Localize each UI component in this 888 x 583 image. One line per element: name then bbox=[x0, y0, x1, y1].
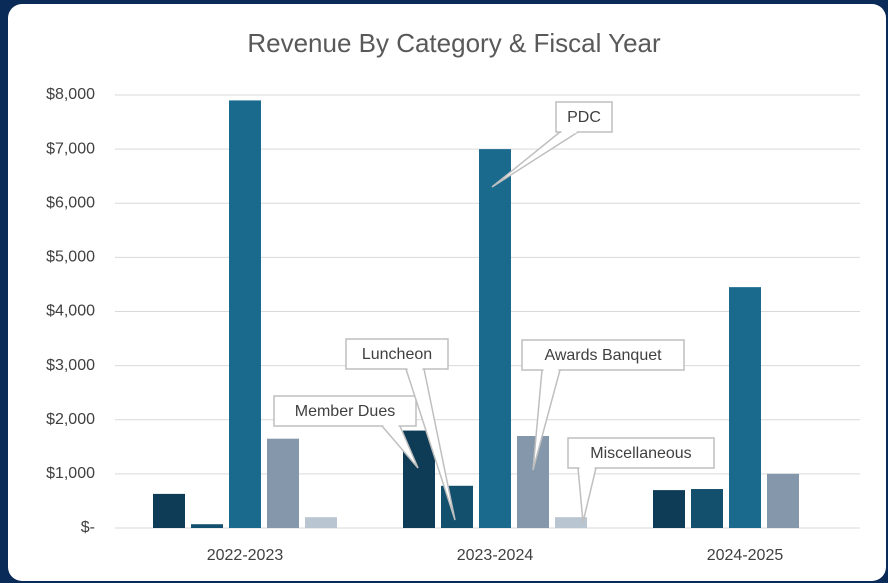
y-tick-label: $8,000 bbox=[46, 86, 95, 103]
callout-label: Awards Banquet bbox=[544, 347, 662, 364]
y-tick-label: $1,000 bbox=[46, 465, 95, 482]
chart-title: Revenue By Category & Fiscal Year bbox=[247, 28, 661, 58]
bar bbox=[555, 517, 587, 528]
x-tick-label: 2023-2024 bbox=[457, 547, 534, 564]
callout-box bbox=[555, 101, 613, 133]
bar bbox=[229, 100, 261, 528]
bar bbox=[267, 438, 299, 528]
bar bbox=[479, 149, 511, 528]
callout-label: Luncheon bbox=[362, 346, 432, 363]
y-tick-label: $7,000 bbox=[46, 140, 95, 157]
bar bbox=[153, 493, 185, 528]
y-tick-label: $5,000 bbox=[46, 249, 95, 266]
y-tick-label: $3,000 bbox=[46, 357, 95, 374]
x-tick-label: 2022-2023 bbox=[207, 547, 284, 564]
x-tick-label: 2024-2025 bbox=[707, 547, 784, 564]
callout-label: PDC bbox=[567, 109, 601, 126]
bar bbox=[517, 435, 549, 528]
bar bbox=[691, 489, 723, 528]
bar bbox=[767, 473, 799, 528]
y-tick-label: $4,000 bbox=[46, 303, 95, 320]
callout-label: Miscellaneous bbox=[590, 445, 691, 462]
callout-label: Member Dues bbox=[295, 403, 395, 420]
callout-box bbox=[345, 338, 449, 370]
bar bbox=[729, 287, 761, 528]
callout-box bbox=[567, 437, 715, 469]
y-tick-label: $- bbox=[81, 519, 95, 536]
chart-card bbox=[8, 4, 886, 581]
y-tick-label: $2,000 bbox=[46, 411, 95, 428]
bar bbox=[653, 490, 685, 528]
y-tick-label: $6,000 bbox=[46, 194, 95, 211]
bar bbox=[191, 524, 223, 528]
bar bbox=[305, 517, 337, 528]
callout-box bbox=[521, 339, 685, 371]
callout-box bbox=[273, 395, 417, 427]
